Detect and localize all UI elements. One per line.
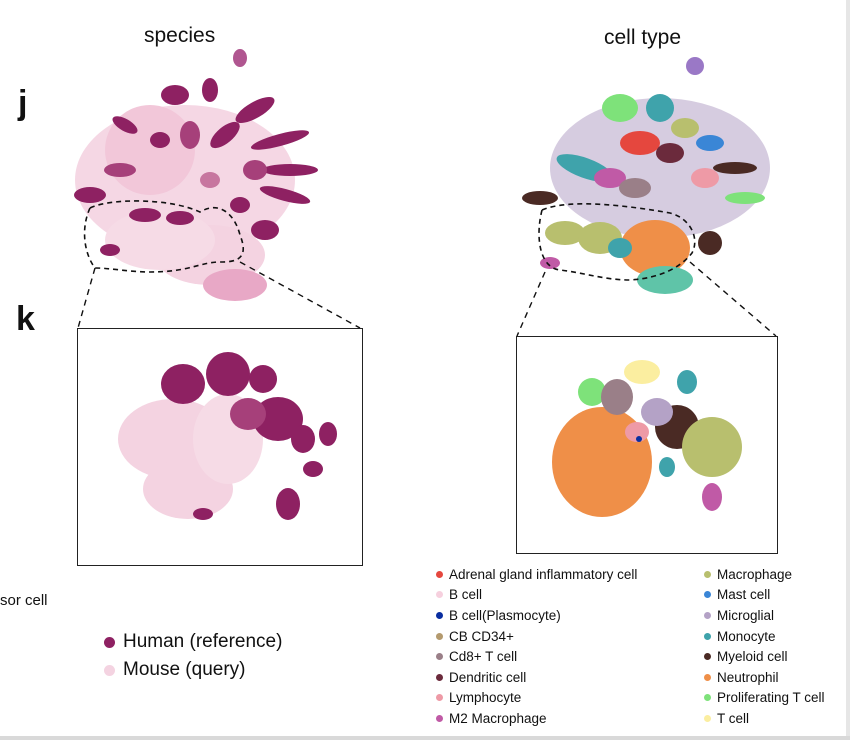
celltype-legend-label: B cell xyxy=(449,587,483,603)
swatch-icon xyxy=(436,653,443,661)
celltype-legend-label: Lymphocyte xyxy=(449,690,522,706)
celltype-legend-label: Cd8+ T cell xyxy=(449,649,518,665)
swatch-icon xyxy=(704,611,711,619)
species-legend-label: Human (reference) xyxy=(123,631,283,652)
swatch-icon xyxy=(436,570,443,578)
celltype-legend-item: Myeloid cell xyxy=(704,646,825,667)
celltype-legend-item: Neutrophil xyxy=(704,667,825,688)
celltype-umap-plot xyxy=(522,57,770,294)
swatch-icon xyxy=(704,632,711,640)
swatch-icon xyxy=(436,632,443,640)
species-umap-plot xyxy=(74,49,318,301)
celltype-title: cell type xyxy=(604,26,682,49)
swatch-icon xyxy=(704,673,711,681)
species-selection-outline xyxy=(83,200,244,273)
celltype-legend-item: Dendritic cell xyxy=(436,667,637,688)
celltype-legend-item: Cd8+ T cell xyxy=(436,646,637,667)
swatch-icon xyxy=(436,673,443,681)
celltype-legend-label: Proliferating T cell xyxy=(717,690,825,706)
swatch-icon xyxy=(436,694,443,702)
celltype-legend-label: Macrophage xyxy=(717,566,793,582)
celltype-legend-right-column: Macrophage Mast cell Microglial Monocyte… xyxy=(704,564,825,729)
celltype-legend-item: Mast cell xyxy=(704,585,825,606)
species-zoom-box xyxy=(77,328,363,566)
celltype-legend-label: T cell xyxy=(717,710,750,726)
celltype-legend-label: B cell(Plasmocyte) xyxy=(449,607,561,623)
species-legend-item-mouse: Mouse (query) xyxy=(104,656,282,684)
species-legend-label: Mouse (query) xyxy=(123,659,246,680)
human-swatch-icon xyxy=(104,636,115,648)
celltype-zoom-plot xyxy=(552,360,742,517)
celltype-legend: Adrenal gland inflammatory cell B cell B… xyxy=(436,564,846,732)
page-edge-divider xyxy=(846,0,850,740)
swatch-icon xyxy=(704,591,711,599)
swatch-icon xyxy=(704,694,711,702)
celltype-legend-item: Monocyte xyxy=(704,626,825,647)
celltype-legend-item: Proliferating T cell xyxy=(704,688,825,709)
celltype-legend-item: Microglial xyxy=(704,605,825,626)
celltype-legend-item: M2 Macrophage xyxy=(436,708,637,729)
cut-off-legend-text: sor cell xyxy=(0,592,48,609)
swatch-icon xyxy=(704,570,711,578)
celltype-legend-label: Neutrophil xyxy=(717,669,779,685)
celltype-legend-label: Microglial xyxy=(717,607,775,623)
mouse-swatch-icon xyxy=(104,664,115,676)
celltype-legend-left-column: Adrenal gland inflammatory cell B cell B… xyxy=(436,564,637,729)
celltype-legend-item: Adrenal gland inflammatory cell xyxy=(436,564,637,585)
swatch-icon xyxy=(436,591,443,599)
swatch-icon xyxy=(704,714,711,722)
celltype-legend-label: Mast cell xyxy=(717,587,771,603)
celltype-legend-item: Lymphocyte xyxy=(436,688,637,709)
celltype-legend-label: Dendritic cell xyxy=(449,669,527,685)
celltype-umap-points xyxy=(522,57,770,294)
celltype-legend-label: M2 Macrophage xyxy=(449,710,547,726)
panel-letter-j: j xyxy=(18,84,28,122)
page-bottom-divider xyxy=(0,736,850,740)
species-title: species xyxy=(144,24,216,47)
celltype-legend-item: T cell xyxy=(704,708,825,729)
celltype-legend-item: Macrophage xyxy=(704,564,825,585)
panel-letter-k: k xyxy=(16,300,35,338)
swatch-icon xyxy=(704,653,711,661)
species-legend-item-human: Human (reference) xyxy=(104,628,282,656)
celltype-legend-label: Adrenal gland inflammatory cell xyxy=(449,566,638,582)
swatch-icon xyxy=(436,714,443,722)
celltype-zoom-box xyxy=(516,336,778,554)
celltype-legend-item: CB CD34+ xyxy=(436,626,637,647)
celltype-legend-label: Myeloid cell xyxy=(717,649,788,665)
species-umap-points xyxy=(74,49,318,301)
species-legend: Human (reference) Mouse (query) xyxy=(104,628,282,684)
celltype-legend-label: Monocyte xyxy=(717,628,776,644)
celltype-selection-outline xyxy=(538,203,696,281)
celltype-legend-label: CB CD34+ xyxy=(449,628,514,644)
celltype-legend-item: B cell(Plasmocyte) xyxy=(436,605,637,626)
swatch-icon xyxy=(436,611,443,619)
species-zoom-plot xyxy=(118,352,337,520)
celltype-legend-item: B cell xyxy=(436,585,637,606)
